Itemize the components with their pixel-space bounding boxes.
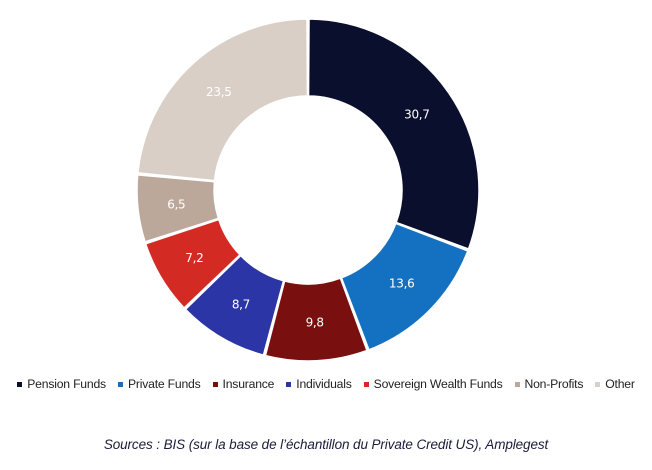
legend-swatch-icon <box>17 381 23 387</box>
legend-swatch-icon <box>286 381 292 387</box>
data-label-individuals: 8,7 <box>232 297 250 311</box>
legend-item-pension-funds: Pension Funds <box>17 377 106 391</box>
legend-label: Non-Profits <box>524 377 584 391</box>
data-label-pension-funds: 30,7 <box>404 107 430 121</box>
legend-label: Insurance <box>222 377 275 391</box>
legend-label: Individuals <box>296 377 352 391</box>
chart-legend: Pension Funds Private Funds Insurance Indiv… <box>0 375 652 393</box>
legend-swatch-icon <box>595 381 601 387</box>
legend-item-private-funds: Private Funds <box>117 377 201 391</box>
data-label-private-funds: 13,6 <box>389 277 415 291</box>
legend-swatch-icon <box>514 381 520 387</box>
legend-label: Private Funds <box>127 377 201 391</box>
donut-slice-individuals <box>184 254 285 357</box>
donut-slice-non-profits <box>136 174 220 243</box>
legend-item-non-profits: Non-Profits <box>514 377 584 391</box>
legend-swatch-icon <box>212 381 218 387</box>
legend-label: Sovereign Wealth Funds <box>373 377 503 391</box>
legend-item-other: Other <box>595 377 635 391</box>
legend-label: Other <box>605 377 635 391</box>
donut-chart-svg: 30,7 13,6 9,8 8,7 7,2 6,5 23,5 <box>136 18 480 362</box>
donut-slice-insurance <box>264 277 368 362</box>
legend-item-individuals: Individuals <box>286 377 352 391</box>
data-label-sovereign-wealth-funds: 7,2 <box>185 251 203 265</box>
donut-chart: 30,7 13,6 9,8 8,7 7,2 6,5 23,5 <box>136 18 480 362</box>
donut-slice-private-funds <box>340 222 469 351</box>
donut-slice-other <box>137 18 309 182</box>
data-label-other: 23,5 <box>206 85 232 99</box>
donut-slice-sovereign-wealth-funds <box>144 218 241 309</box>
source-caption: Sources : BIS (sur la base de l’échantil… <box>103 437 549 452</box>
data-label-non-profits: 6,5 <box>167 198 185 212</box>
legend-swatch-icon <box>117 381 123 387</box>
legend-label: Pension Funds <box>27 377 106 391</box>
legend-item-sovereign-wealth-funds: Sovereign Wealth Funds <box>363 377 503 391</box>
data-label-insurance: 9,8 <box>306 315 324 329</box>
donut-slice-pension-funds <box>307 18 480 250</box>
legend-swatch-icon <box>363 381 369 387</box>
legend-item-insurance: Insurance <box>212 377 275 391</box>
